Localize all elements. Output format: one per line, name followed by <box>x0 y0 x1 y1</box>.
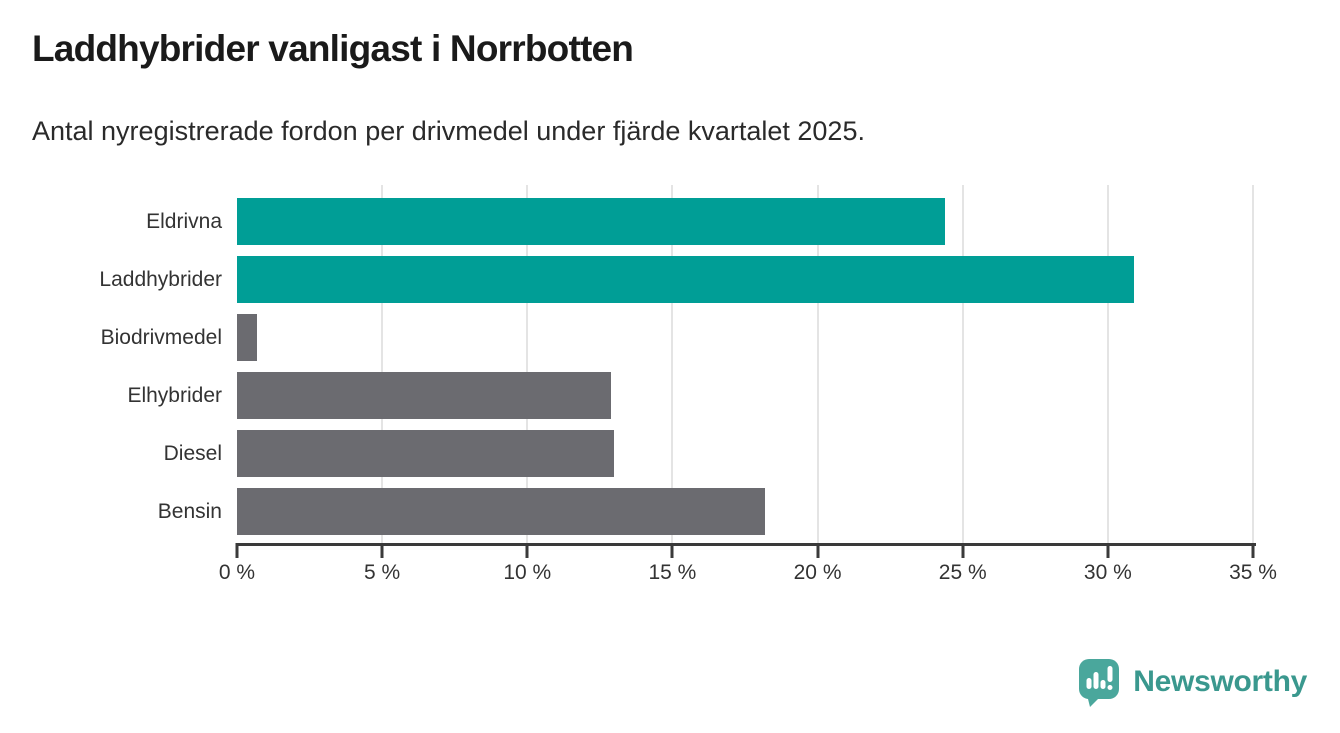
bar-bensin <box>237 488 766 535</box>
x-tick-label-0: 0 % <box>218 561 256 584</box>
gridline-15 <box>671 185 674 543</box>
x-tick-25 <box>961 543 965 558</box>
newsworthy-brand-link[interactable]: Newsworthy <box>1076 657 1307 707</box>
gridline-10 <box>526 185 529 543</box>
gridline-30 <box>1106 185 1109 543</box>
gridline-35 <box>1252 185 1254 543</box>
category-label-laddhybrider: Laddhybrider <box>99 267 222 291</box>
bar-laddhybrider <box>237 256 1134 303</box>
gridline-20 <box>816 185 819 543</box>
x-tick-label-20: 20 % <box>793 561 842 584</box>
x-tick-label-15: 15 % <box>648 561 697 584</box>
category-label-diesel: Diesel <box>163 441 222 465</box>
chart-subtitle: Antal nyregistrerade fordon per drivmede… <box>32 116 865 146</box>
x-tick-5 <box>380 543 384 558</box>
bar-eldrivna <box>237 198 946 245</box>
x-tick-15 <box>670 543 674 558</box>
bar-diesel <box>237 430 615 477</box>
category-label-biodrivmedel: Biodrivmedel <box>100 325 222 349</box>
x-tick-label-5: 5 % <box>364 561 401 584</box>
x-tick-10 <box>525 543 529 558</box>
category-label-bensin: Bensin <box>157 499 222 523</box>
category-label-elhybrider: Elhybrider <box>127 383 222 407</box>
category-label-eldrivna: Eldrivna <box>146 209 222 233</box>
newsworthy-wordmark: Newsworthy <box>1133 665 1307 698</box>
bar-elhybrider <box>237 372 612 419</box>
bar-biodrivmedel <box>237 314 258 361</box>
x-tick-0 <box>235 543 239 558</box>
x-tick-35 <box>1251 543 1255 558</box>
x-axis-line <box>237 543 1256 546</box>
x-tick-label-30: 30 % <box>1083 561 1132 584</box>
gridline-25 <box>961 185 964 543</box>
newsworthy-logo-icon <box>1079 659 1120 707</box>
gridline-5 <box>381 185 384 543</box>
x-tick-30 <box>1106 543 1110 558</box>
x-tick-label-10: 10 % <box>503 561 552 584</box>
x-tick-20 <box>816 543 820 558</box>
x-tick-label-35: 35 % <box>1229 561 1277 584</box>
bar-chart-plot-area: Eldrivna Laddhybrider Biodrivmedel Elhybrid… <box>99 185 1277 584</box>
chart-title: Laddhybrider vanligast i Norrbotten <box>32 28 634 69</box>
x-tick-label-25: 25 % <box>938 561 987 584</box>
